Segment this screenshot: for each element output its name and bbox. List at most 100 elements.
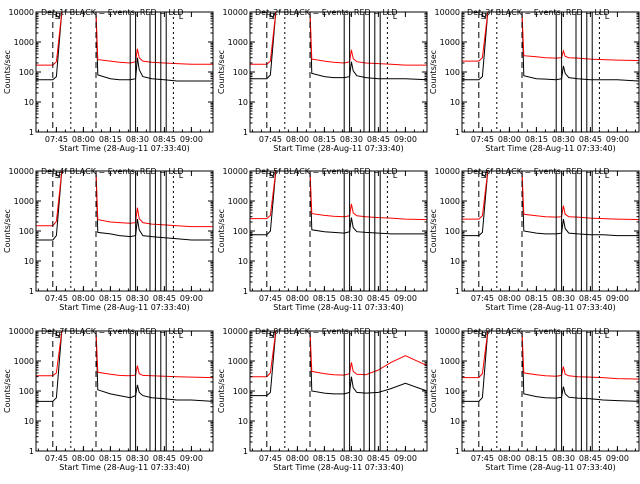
plot-frame <box>249 330 428 452</box>
x-tick-label: 08:00 <box>498 135 521 144</box>
x-tick-label: 08:45 <box>579 454 602 463</box>
y-tick-label: 1000 <box>228 38 248 47</box>
x-tick-label: 08:30 <box>126 454 149 463</box>
x-tick-label: 08:00 <box>286 294 309 303</box>
x-tick-label: 08:30 <box>340 454 363 463</box>
x-tick-label: 09:00 <box>180 454 203 463</box>
x-tick-label: 08:45 <box>579 294 602 303</box>
x-tick-label: 08:00 <box>286 454 309 463</box>
y-tick-label: 10000 <box>223 8 248 17</box>
x-tick-label: 08:30 <box>126 294 149 303</box>
x-tick-label: 09:00 <box>394 454 417 463</box>
x-axis-label: Start Time (28-Aug-11 07:33:40) <box>273 463 404 472</box>
marker-letter: S <box>55 171 60 180</box>
x-tick-label: 08:15 <box>313 135 336 144</box>
marker-letter: F <box>272 331 277 340</box>
y-tick-label: 1 <box>455 128 460 137</box>
x-axis-label: Start Time (28-Aug-11 07:33:40) <box>273 144 404 153</box>
y-tick-label: 10000 <box>9 327 34 336</box>
y-tick-label: 10000 <box>9 8 34 17</box>
y-tick-label: 10 <box>238 98 248 107</box>
x-axis-label: Start Time (28-Aug-11 07:33:40) <box>59 463 190 472</box>
plot-frame <box>249 170 428 292</box>
x-tick-label: 08:45 <box>153 135 176 144</box>
plot-frame <box>461 330 640 452</box>
y-axis-label: Counts/sec <box>429 209 438 253</box>
series-line-events <box>462 330 640 402</box>
marker-letter: L <box>393 171 398 180</box>
x-tick-label: 08:45 <box>367 135 390 144</box>
marker-letter: L <box>605 12 610 21</box>
marker-letter: F <box>272 171 277 180</box>
y-tick-label: 10000 <box>435 327 460 336</box>
y-tick-label: 100 <box>233 68 248 77</box>
x-tick-label: 08:30 <box>340 294 363 303</box>
x-tick-label: 08:45 <box>153 294 176 303</box>
series-line-events <box>462 11 640 82</box>
x-tick-label: 07:45 <box>259 454 282 463</box>
x-tick-label: 08:00 <box>72 454 95 463</box>
y-tick-label: 100 <box>19 68 34 77</box>
plot-frame <box>35 330 214 452</box>
y-axis-label: Counts/sec <box>217 369 226 413</box>
x-tick-label: 08:45 <box>153 454 176 463</box>
marker-letter: L <box>179 171 184 180</box>
series-line-events <box>250 11 428 81</box>
y-tick-label: 1 <box>29 128 34 137</box>
y-tick-label: 10000 <box>435 167 460 176</box>
y-tick-label: 10 <box>24 417 34 426</box>
marker-letter: S <box>269 171 274 180</box>
y-axis-label: Counts/sec <box>3 369 12 413</box>
y-tick-label: 1000 <box>440 38 460 47</box>
x-tick-label: 09:00 <box>394 135 417 144</box>
x-tick-label: 08:00 <box>72 294 95 303</box>
y-tick-label: 1 <box>29 447 34 456</box>
x-tick-label: 09:00 <box>180 294 203 303</box>
x-tick-label: 08:30 <box>552 135 575 144</box>
series-line-events <box>36 330 214 402</box>
marker-letter: L <box>393 331 398 340</box>
y-tick-label: 1 <box>455 287 460 296</box>
marker-letter: F <box>484 331 489 340</box>
plot-frame <box>35 170 214 292</box>
marker-letter: L <box>605 331 610 340</box>
marker-letter: S <box>481 12 486 21</box>
x-axis-label: Start Time (28-Aug-11 07:33:40) <box>485 144 616 153</box>
marker-letter: L <box>605 171 610 180</box>
y-tick-label: 1000 <box>440 357 460 366</box>
marker-letter: S <box>55 12 60 21</box>
y-axis-label: Counts/sec <box>3 50 12 94</box>
x-tick-label: 07:45 <box>471 294 494 303</box>
y-axis-label: Counts/sec <box>429 369 438 413</box>
x-tick-label: 08:00 <box>72 135 95 144</box>
x-tick-label: 08:00 <box>286 135 309 144</box>
x-tick-label: 08:15 <box>313 294 336 303</box>
series-line-events <box>250 170 427 236</box>
x-tick-label: 08:15 <box>99 454 122 463</box>
y-tick-label: 10 <box>450 417 460 426</box>
y-tick-label: 100 <box>19 227 34 236</box>
marker-letter: L <box>393 12 398 21</box>
marker-letter: L <box>179 12 184 21</box>
x-tick-label: 09:00 <box>606 294 629 303</box>
y-tick-label: 100 <box>233 227 248 236</box>
y-axis-label: Counts/sec <box>429 50 438 94</box>
x-tick-label: 07:45 <box>259 135 282 144</box>
marker-letter: S <box>269 331 274 340</box>
x-tick-label: 08:45 <box>367 454 390 463</box>
y-tick-label: 10 <box>450 98 460 107</box>
y-tick-label: 10000 <box>223 327 248 336</box>
series-line-events <box>36 11 213 82</box>
y-tick-label: 10 <box>24 257 34 266</box>
x-tick-label: 08:15 <box>525 294 548 303</box>
y-tick-label: 10 <box>450 257 460 266</box>
y-axis-label: Counts/sec <box>217 209 226 253</box>
x-tick-label: 07:45 <box>45 135 68 144</box>
y-tick-label: 1000 <box>228 357 248 366</box>
x-tick-label: 08:45 <box>367 294 390 303</box>
y-axis-label: Counts/sec <box>217 50 226 94</box>
